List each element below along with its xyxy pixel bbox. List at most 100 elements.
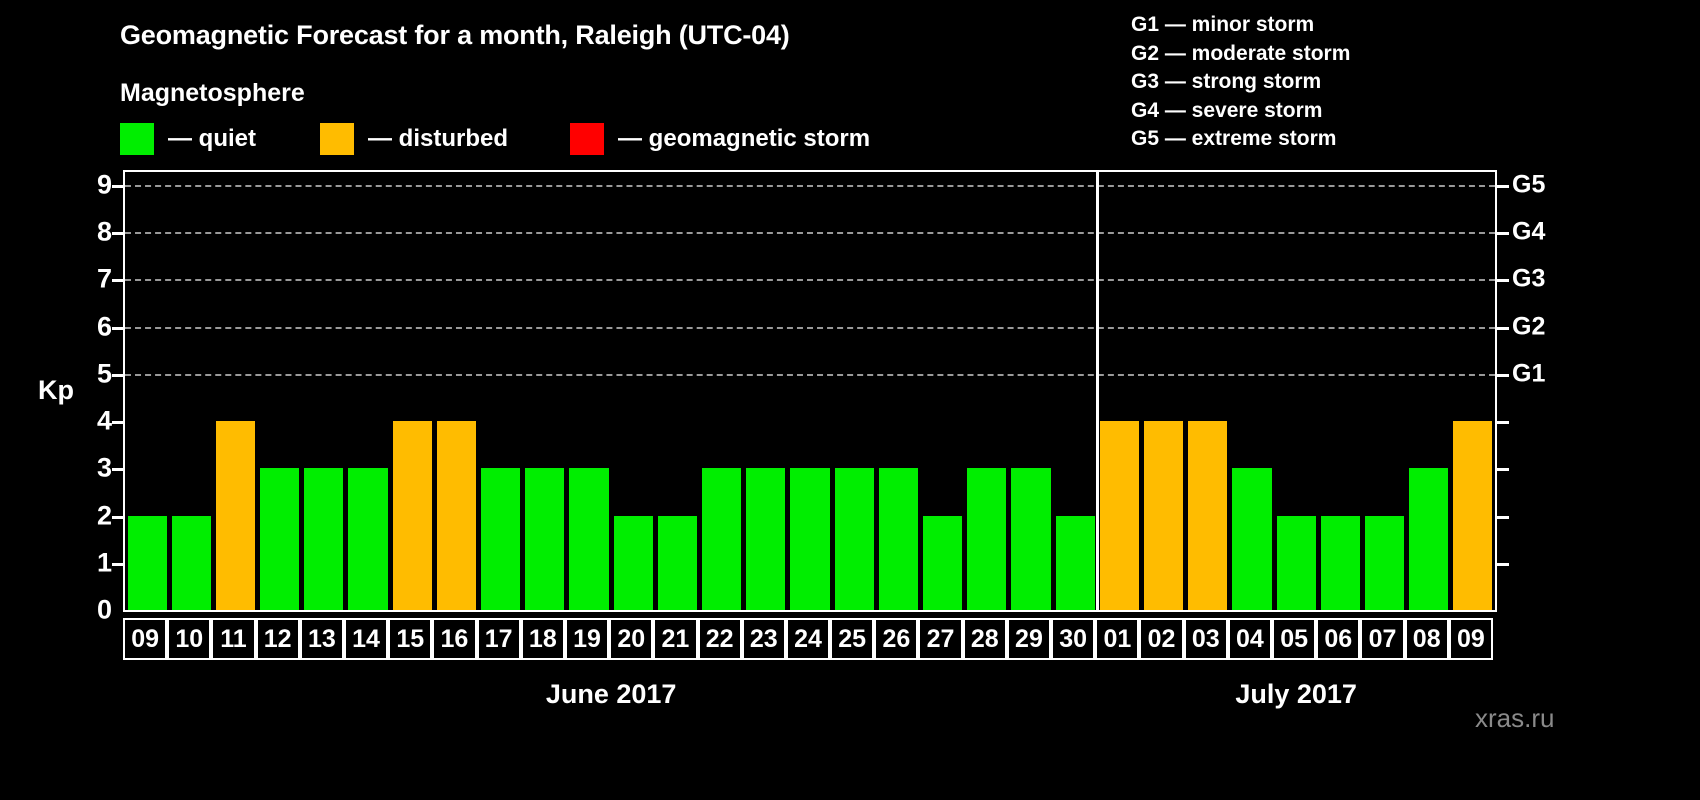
- kp-bar[interactable]: [922, 515, 963, 610]
- date-label[interactable]: 17: [476, 618, 521, 660]
- chart-subtitle: Magnetosphere: [120, 79, 305, 107]
- y-tick-label: 7: [96, 263, 112, 294]
- kp-bar[interactable]: [834, 468, 874, 610]
- kp-bar[interactable]: [967, 468, 1007, 610]
- kp-bar[interactable]: [171, 515, 211, 610]
- gridline: [125, 373, 1495, 376]
- kp-bar[interactable]: [746, 468, 786, 610]
- kp-bar[interactable]: [1453, 421, 1493, 610]
- y-tick-label: 5: [96, 358, 112, 389]
- kp-bar[interactable]: [1099, 421, 1139, 610]
- y-tick-label: 3: [96, 452, 112, 483]
- date-label[interactable]: 09: [123, 618, 168, 660]
- legend-item: — geomagnetic storm: [570, 123, 870, 155]
- magnetosphere-legend: — quiet — disturbed — geomagnetic storm: [120, 122, 870, 156]
- date-label[interactable]: 30: [1051, 618, 1096, 660]
- kp-bar[interactable]: [304, 468, 344, 610]
- kp-bar[interactable]: [657, 515, 697, 610]
- date-label[interactable]: 06: [1316, 618, 1361, 660]
- kp-bar[interactable]: [525, 468, 565, 610]
- date-label[interactable]: 04: [1227, 618, 1273, 660]
- date-label[interactable]: 29: [1006, 618, 1052, 660]
- date-label[interactable]: 13: [299, 618, 344, 660]
- g-scale-line: G3 — strong storm: [1131, 70, 1322, 94]
- y-tick-mark: [112, 515, 123, 519]
- date-label[interactable]: 21: [653, 618, 698, 660]
- date-label[interactable]: 15: [388, 618, 433, 660]
- legend-label: — geomagnetic storm: [618, 125, 871, 152]
- month-caption: July 2017: [1235, 679, 1357, 709]
- date-label[interactable]: 11: [211, 618, 256, 660]
- date-label[interactable]: 26: [874, 618, 919, 660]
- g-axis-minor-tick: [1497, 421, 1509, 425]
- date-label[interactable]: 16: [432, 618, 477, 660]
- kp-bar[interactable]: [613, 515, 653, 610]
- kp-bar[interactable]: [790, 468, 830, 610]
- kp-bar[interactable]: [1320, 515, 1360, 610]
- date-label[interactable]: 08: [1404, 618, 1449, 660]
- kp-bar[interactable]: [1409, 468, 1449, 610]
- y-tick-mark: [112, 185, 123, 188]
- g-scale-legend: G1 — minor storm G2 — moderate storm G3 — …: [1131, 11, 1350, 154]
- date-label[interactable]: 12: [255, 618, 300, 660]
- date-label[interactable]: 28: [962, 618, 1007, 660]
- g-tick-mark: [1497, 185, 1509, 188]
- kp-bar[interactable]: [569, 468, 609, 610]
- date-label[interactable]: 10: [167, 618, 212, 660]
- y-tick-mark: [112, 279, 123, 283]
- gridline: [125, 232, 1495, 235]
- kp-bar[interactable]: [1055, 515, 1095, 610]
- date-label[interactable]: 19: [564, 618, 610, 660]
- kp-bar[interactable]: [436, 421, 477, 610]
- g-scale-line: G1 — minor storm: [1131, 13, 1315, 36]
- y-tick-label: 0: [96, 594, 112, 625]
- kp-bar[interactable]: [1364, 515, 1405, 610]
- kp-bar[interactable]: [1188, 421, 1228, 610]
- g-scale-line: G5 — extreme storm: [1131, 127, 1337, 151]
- legend-item: — quiet: [120, 123, 256, 155]
- date-label[interactable]: 23: [741, 618, 786, 660]
- kp-bar[interactable]: [878, 468, 918, 610]
- y-tick-label: 6: [96, 311, 112, 342]
- date-label[interactable]: 09: [1448, 618, 1493, 660]
- kp-bar[interactable]: [1276, 515, 1316, 610]
- date-label[interactable]: 07: [1360, 618, 1405, 660]
- kp-bar[interactable]: [481, 468, 521, 610]
- date-label[interactable]: 27: [918, 618, 963, 660]
- kp-bar[interactable]: [1232, 468, 1272, 610]
- y-tick-mark: [112, 421, 123, 425]
- kp-bar[interactable]: [1143, 421, 1184, 610]
- date-label[interactable]: 20: [609, 618, 654, 660]
- g-axis-minor-tick: [1497, 515, 1509, 519]
- month-caption: June 2017: [545, 679, 677, 709]
- date-label[interactable]: 18: [520, 618, 565, 660]
- g-axis-minor-tick: [1497, 562, 1509, 566]
- legend-swatch-icon: [320, 123, 354, 155]
- date-label[interactable]: 01: [1095, 618, 1140, 660]
- kp-bar[interactable]: [1011, 468, 1051, 610]
- date-label[interactable]: 05: [1272, 618, 1317, 660]
- g-tick-label: G5: [1512, 170, 1546, 199]
- legend-item: — disturbed: [320, 123, 508, 155]
- kp-bar[interactable]: [127, 515, 167, 610]
- g-axis-minor-tick: [1497, 468, 1509, 472]
- legend-label: — quiet: [168, 125, 256, 152]
- kp-bar[interactable]: [702, 468, 742, 610]
- y-tick-label: 1: [96, 547, 112, 578]
- y-tick-label: 8: [96, 216, 112, 247]
- legend-swatch-icon: [570, 123, 605, 155]
- g-scale-line: G2 — moderate storm: [1131, 41, 1351, 65]
- g-tick-mark: [1497, 279, 1509, 283]
- y-tick-mark: [112, 326, 123, 330]
- date-label[interactable]: 25: [830, 618, 875, 660]
- date-label[interactable]: 22: [697, 618, 742, 660]
- date-label[interactable]: 03: [1183, 618, 1228, 660]
- kp-bar[interactable]: [260, 468, 300, 610]
- date-label[interactable]: 02: [1139, 618, 1184, 660]
- kp-bar[interactable]: [348, 468, 388, 610]
- date-label[interactable]: 14: [343, 618, 389, 660]
- date-label[interactable]: 24: [785, 618, 831, 660]
- kp-bar[interactable]: [392, 421, 432, 610]
- kp-bar[interactable]: [215, 421, 256, 610]
- y-axis-label: Kp: [38, 375, 74, 405]
